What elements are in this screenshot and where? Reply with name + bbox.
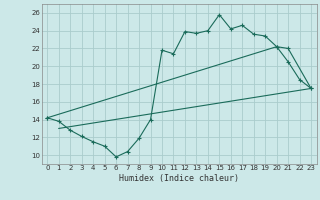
- X-axis label: Humidex (Indice chaleur): Humidex (Indice chaleur): [119, 174, 239, 183]
